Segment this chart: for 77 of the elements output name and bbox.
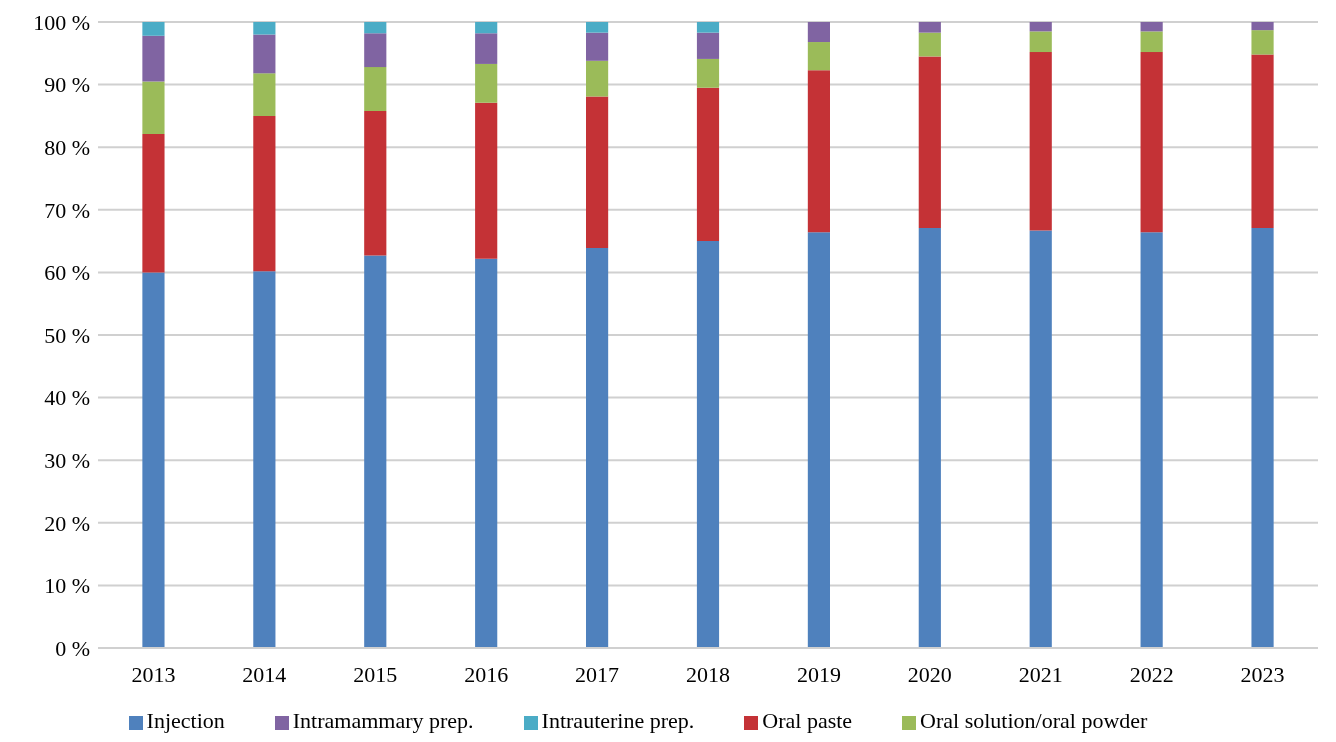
bar <box>1140 31 1163 53</box>
bar <box>142 35 165 82</box>
bar <box>364 67 387 111</box>
legend-label: Oral paste <box>762 708 853 733</box>
legend-label: Injection <box>146 708 225 733</box>
y-tick-label: 0 % <box>55 635 90 661</box>
bar <box>1029 22 1052 32</box>
bar <box>918 22 941 33</box>
x-tick-label: 2014 <box>242 661 287 687</box>
y-tick-label: 60 % <box>44 260 90 286</box>
y-tick-label: 50 % <box>44 322 90 348</box>
bar <box>475 63 498 103</box>
bar <box>918 227 941 648</box>
bar <box>586 32 609 61</box>
bar <box>807 22 830 43</box>
bar <box>807 70 830 233</box>
bar <box>586 22 609 33</box>
legend-label: Intrauterine prep. <box>541 708 695 733</box>
bar <box>696 32 720 59</box>
x-tick-label: 2023 <box>1240 661 1285 687</box>
x-tick-label: 2020 <box>907 661 952 687</box>
x-tick-label: 2018 <box>686 661 730 687</box>
x-tick-label: 2015 <box>353 661 398 687</box>
bar <box>1140 22 1163 32</box>
legend-label: Oral solution/oral powder <box>920 708 1148 733</box>
y-tick-label: 100 % <box>33 9 90 35</box>
y-tick-label: 40 % <box>44 385 90 411</box>
bar <box>475 258 498 648</box>
bar <box>807 42 830 71</box>
bar <box>364 22 387 34</box>
x-tick-label: 2016 <box>464 661 509 687</box>
x-tick-label: 2017 <box>575 661 620 687</box>
bar <box>1029 52 1052 231</box>
x-tick-label: 2022 <box>1129 661 1174 687</box>
bar <box>475 33 498 64</box>
bar <box>586 247 609 648</box>
y-tick-label: 30 % <box>44 448 90 474</box>
bar <box>253 34 276 74</box>
bar <box>1251 30 1274 55</box>
y-tick-label: 80 % <box>44 135 90 161</box>
bar <box>1140 52 1163 233</box>
bar <box>696 87 720 242</box>
bar <box>586 60 609 97</box>
bar <box>253 73 276 116</box>
bar <box>1251 22 1274 31</box>
bar <box>696 22 720 33</box>
y-tick-label: 10 % <box>44 573 90 599</box>
bar <box>696 241 720 648</box>
bar <box>364 110 387 256</box>
x-tick-label: 2021 <box>1018 661 1063 687</box>
x-tick-label: 2013 <box>131 661 176 687</box>
bar <box>918 56 941 228</box>
bar <box>253 271 276 648</box>
bar <box>142 22 165 36</box>
bar <box>807 232 830 648</box>
bar <box>918 32 941 57</box>
y-tick-label: 70 % <box>44 197 90 223</box>
bar <box>253 22 276 35</box>
bar <box>696 58 720 88</box>
bar <box>142 134 165 273</box>
y-tick-label: 90 % <box>44 72 90 98</box>
bar <box>586 96 609 248</box>
bar <box>142 272 165 648</box>
bar <box>253 115 276 272</box>
bar <box>1140 232 1163 648</box>
bar <box>1029 31 1052 53</box>
legend-label: Intramammary prep. <box>292 708 474 733</box>
bar <box>475 102 498 259</box>
x-tick-label: 2019 <box>796 661 841 687</box>
y-tick-label: 20 % <box>44 510 90 536</box>
bar <box>1029 230 1052 648</box>
bar <box>1251 54 1274 228</box>
bar <box>1251 227 1274 648</box>
bar <box>364 255 387 648</box>
bar <box>364 33 387 68</box>
bar <box>475 22 498 34</box>
bar <box>142 81 165 135</box>
